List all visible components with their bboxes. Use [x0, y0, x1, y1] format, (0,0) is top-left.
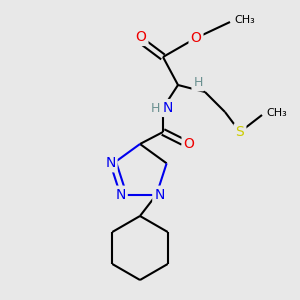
Text: H: H	[151, 101, 160, 115]
Text: N: N	[105, 156, 116, 170]
Text: N: N	[163, 101, 173, 115]
Text: S: S	[236, 125, 244, 139]
Text: CH₃: CH₃	[234, 15, 255, 25]
Text: O: O	[184, 137, 194, 151]
Text: N: N	[116, 188, 126, 202]
Text: O: O	[190, 31, 201, 45]
Text: CH₃: CH₃	[266, 108, 287, 118]
Text: H: H	[193, 76, 203, 89]
Text: O: O	[136, 30, 146, 44]
Text: N: N	[154, 188, 165, 202]
